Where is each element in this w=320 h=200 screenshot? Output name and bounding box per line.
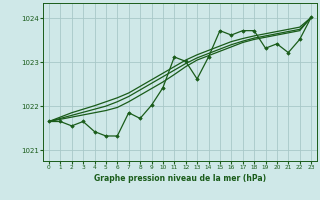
X-axis label: Graphe pression niveau de la mer (hPa): Graphe pression niveau de la mer (hPa) — [94, 174, 266, 183]
